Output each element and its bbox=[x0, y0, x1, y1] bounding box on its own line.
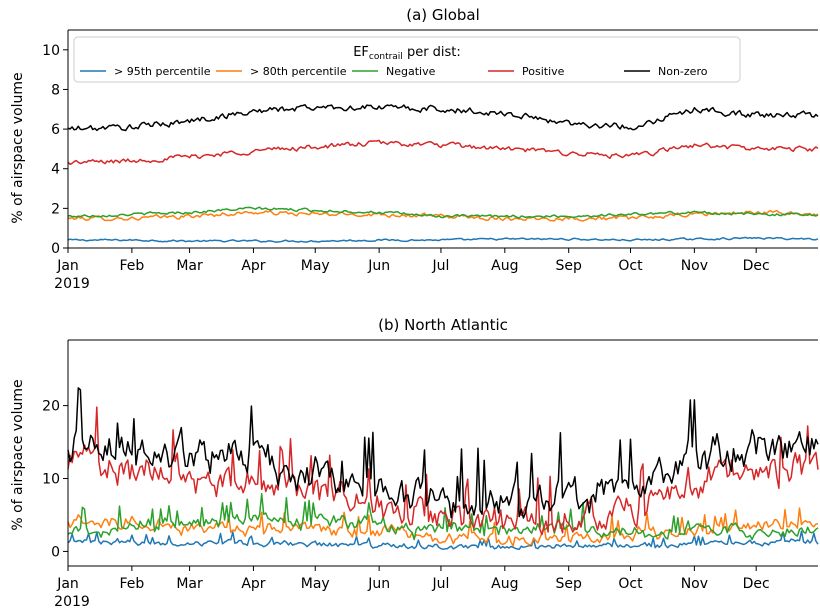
y-axis-label: % of airspace volume bbox=[10, 72, 26, 223]
y-tick-label: 10 bbox=[42, 43, 60, 59]
series-line-positive bbox=[67, 406, 819, 536]
legend-label: Non-zero bbox=[658, 65, 708, 78]
x-tick-label: May bbox=[301, 258, 330, 274]
x-tick-label-year: 2019 bbox=[54, 594, 90, 610]
series-line-non-zero bbox=[67, 387, 819, 519]
y-tick-label: 20 bbox=[42, 399, 60, 415]
legend-label: Negative bbox=[386, 65, 436, 78]
chart-title: (b) North Atlantic bbox=[378, 316, 508, 334]
series-line-80th-percentile bbox=[67, 209, 819, 222]
legend-label: Positive bbox=[522, 65, 565, 78]
legend-title: EFcontrail per dist: bbox=[353, 45, 461, 62]
x-tick-label: Nov bbox=[681, 258, 708, 274]
x-tick-label: Sep bbox=[555, 258, 582, 274]
y-tick-label: 8 bbox=[51, 82, 60, 98]
y-tick-label: 10 bbox=[42, 472, 60, 488]
x-tick-label: Mar bbox=[176, 576, 203, 592]
x-tick-label: Nov bbox=[681, 576, 708, 592]
x-tick-label: May bbox=[301, 576, 330, 592]
series-line-95th-percentile bbox=[67, 236, 819, 243]
x-tick-label: Apr bbox=[241, 258, 265, 274]
y-tick-label: 0 bbox=[51, 544, 60, 560]
series-line-positive bbox=[67, 139, 819, 166]
x-tick-label: Jul bbox=[431, 258, 449, 274]
series-lines bbox=[67, 387, 819, 551]
x-tick-label: Dec bbox=[743, 576, 770, 592]
y-tick-label: 2 bbox=[51, 201, 60, 217]
y-tick-label: 6 bbox=[51, 122, 60, 138]
legend: EFcontrail per dist: > 95th percentile > … bbox=[73, 36, 741, 83]
series-line-80th-percentile bbox=[67, 507, 819, 547]
axes: 0 10 20 Jan 2019 Feb Mar Apr May Jun Jul Aug Sep Oct N… bbox=[42, 339, 818, 610]
x-tick-label: Aug bbox=[491, 576, 518, 592]
y-axis-label: % of airspace volume bbox=[10, 379, 26, 530]
x-tick-label: Oct bbox=[618, 576, 643, 592]
series-line-negative bbox=[67, 493, 819, 541]
legend-label: > 95th percentile bbox=[114, 65, 211, 78]
x-tick-label: Jan bbox=[56, 258, 79, 274]
x-tick-label: Feb bbox=[119, 258, 144, 274]
series-line-non-zero bbox=[67, 104, 819, 132]
x-tick-label: Feb bbox=[119, 576, 144, 592]
axes: 0 2 4 6 8 10 Jan 2019 Feb Mar Apr May Jun Jul Aug Sep Oc… bbox=[42, 29, 818, 292]
x-tick-label: Sep bbox=[555, 576, 582, 592]
x-tick-label: Aug bbox=[491, 258, 518, 274]
x-tick-label-year: 2019 bbox=[54, 276, 90, 292]
y-tick-label: 0 bbox=[51, 241, 60, 257]
series-line-negative bbox=[67, 206, 819, 219]
legend-label: > 80th percentile bbox=[250, 65, 347, 78]
series-line-95th-percentile bbox=[67, 530, 819, 551]
x-tick-label: Apr bbox=[241, 576, 265, 592]
legend-entries: > 95th percentile > 80th percentile Negati… bbox=[80, 65, 708, 78]
x-tick-label: Oct bbox=[618, 258, 643, 274]
y-tick-label: 4 bbox=[51, 162, 60, 178]
x-tick-label: Dec bbox=[743, 258, 770, 274]
x-tick-label: Jul bbox=[431, 576, 449, 592]
panel-global: (a) Global % of airspace volume 0 2 4 6 8 10 J… bbox=[10, 6, 819, 292]
x-tick-label: Mar bbox=[176, 258, 203, 274]
chart-title: (a) Global bbox=[406, 6, 480, 24]
x-tick-label: Jan bbox=[56, 576, 79, 592]
series-lines bbox=[67, 104, 819, 243]
panel-north-atlantic: (b) North Atlantic % of airspace volume … bbox=[10, 316, 819, 610]
x-tick-label: Jun bbox=[367, 576, 390, 592]
x-tick-label: Jun bbox=[367, 258, 390, 274]
